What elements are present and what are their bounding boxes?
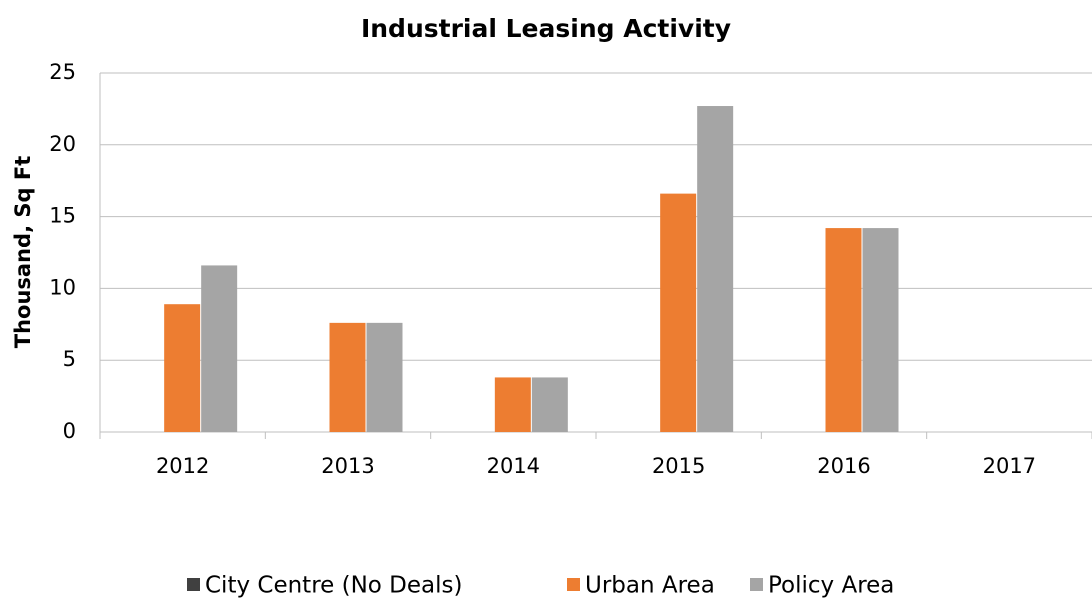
y-tick-label: 5 <box>63 347 76 371</box>
legend-label: Urban Area <box>585 573 715 599</box>
x-tick-label: 2013 <box>321 454 374 478</box>
y-tick-label: 10 <box>49 275 76 299</box>
x-tick-label: 2017 <box>983 454 1036 478</box>
y-tick-label: 15 <box>49 204 76 228</box>
bar <box>862 228 899 432</box>
legend-label: City Centre (No Deals) <box>205 573 462 599</box>
y-tick-label: 20 <box>49 132 76 156</box>
bar <box>494 377 531 432</box>
bar <box>329 322 366 432</box>
chart-title: Industrial Leasing Activity <box>361 14 731 43</box>
y-tick-label: 25 <box>49 60 76 84</box>
legend-swatch <box>187 578 200 591</box>
x-tick-label: 2015 <box>652 454 705 478</box>
x-tick-label: 2014 <box>487 454 540 478</box>
bar <box>164 304 201 432</box>
bar <box>201 265 238 432</box>
legend-swatch <box>567 578 580 591</box>
x-tick-label: 2012 <box>156 454 209 478</box>
x-tick-label: 2016 <box>817 454 870 478</box>
bar <box>366 322 403 432</box>
y-axis-title: Thousand, Sq Ft <box>11 156 35 348</box>
y-tick-label: 0 <box>63 419 76 443</box>
legend-label: Policy Area <box>768 573 894 599</box>
legend-swatch <box>750 578 763 591</box>
bar <box>660 193 697 432</box>
bar <box>531 377 568 432</box>
bar <box>825 228 862 432</box>
bar <box>697 106 734 432</box>
